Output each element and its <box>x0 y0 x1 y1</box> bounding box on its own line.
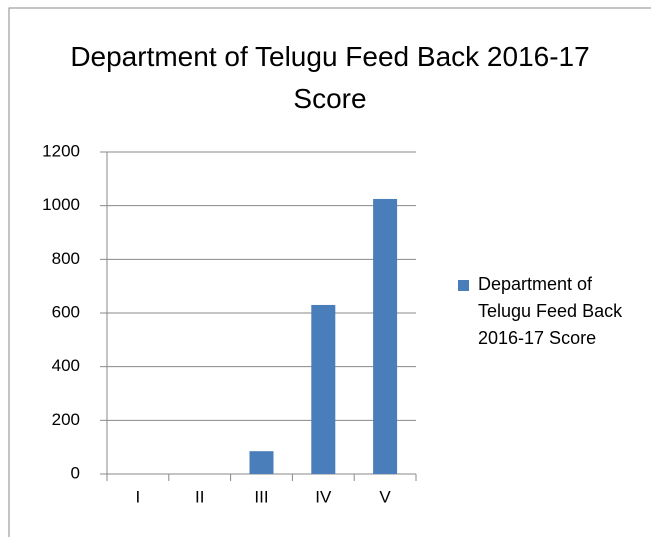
legend-label: Department of Telugu Feed Back 2016-17 S… <box>478 274 623 348</box>
x-tick-label: V <box>379 487 391 506</box>
y-tick-label: 800 <box>52 249 80 268</box>
chart-border <box>8 7 651 537</box>
bar <box>249 451 274 474</box>
x-tick-label: I <box>136 487 141 506</box>
chart-title: Department of Telugu Feed Back 2016-17 S… <box>70 41 590 114</box>
y-tick-label: 400 <box>52 356 80 375</box>
y-tick-label: 1200 <box>42 141 80 160</box>
x-tick-label: II <box>195 487 204 506</box>
y-tick-label: 1000 <box>42 195 80 214</box>
bar <box>373 198 398 475</box>
y-tick-label: 0 <box>71 463 80 482</box>
x-tick-label: III <box>254 487 268 506</box>
y-tick-label: 200 <box>52 410 80 429</box>
bar <box>311 304 336 474</box>
x-tick-label: IV <box>315 487 332 506</box>
legend: Department of Telugu Feed Back 2016-17 S… <box>458 271 638 352</box>
y-tick-label: 600 <box>52 302 80 321</box>
legend-swatch <box>458 280 469 291</box>
